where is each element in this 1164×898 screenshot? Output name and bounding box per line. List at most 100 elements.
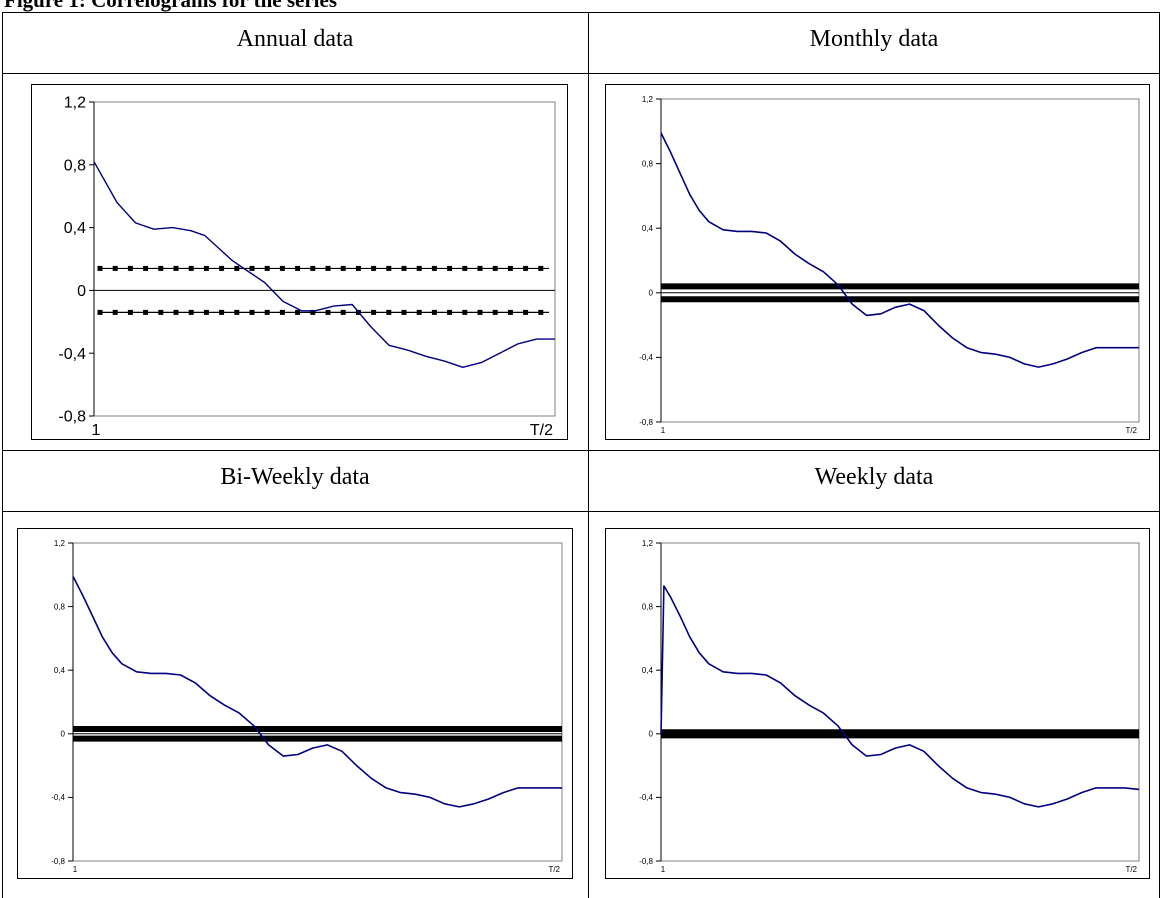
confidence-band-marker <box>523 265 529 271</box>
confidence-band-marker <box>295 265 301 271</box>
x-tick-label: 1 <box>92 422 101 439</box>
plot-frame <box>93 101 556 417</box>
confidence-band-marker <box>538 265 544 271</box>
y-tick-label: 0,4 <box>54 666 66 675</box>
table-column-divider <box>588 12 589 898</box>
y-tick-label: -0,4 <box>58 346 86 363</box>
confidence-band-marker <box>310 309 316 315</box>
x-tick-label: T/2 <box>530 422 553 439</box>
plot-frame <box>660 98 1140 423</box>
confidence-band-marker <box>279 265 285 271</box>
confidence-band-marker <box>219 265 225 271</box>
table-border-left <box>2 12 3 898</box>
confidence-band-marker <box>97 309 103 315</box>
confidence-band-marker <box>477 309 483 315</box>
confidence-band-marker <box>127 309 133 315</box>
y-tick-label: 0,4 <box>64 220 86 237</box>
x-tick-label: T/2 <box>548 865 560 874</box>
y-tick-label: 1,2 <box>54 539 66 548</box>
correlogram-biweekly-svg: 1,2 0,8 0,4 0 -0,4 -0,8 1 T/2 <box>51 539 563 874</box>
confidence-band-marker <box>249 265 255 271</box>
y-tick-label: 0,4 <box>642 224 654 233</box>
confidence-band-marker <box>431 309 437 315</box>
confidence-band-marker <box>127 265 133 271</box>
confidence-band-marker <box>386 309 392 315</box>
chart-annual: 1,2 0,8 0,4 0 -0,4 -0,8 1 T/2 <box>31 84 568 440</box>
confidence-band-marker <box>158 265 164 271</box>
correlogram-weekly-svg: 1,2 0,8 0,4 0 -0,4 -0,8 1 T/2 <box>639 539 1140 874</box>
confidence-band-marker <box>340 265 346 271</box>
confidence-band-marker <box>386 265 392 271</box>
y-tick-label: 1,2 <box>642 539 654 548</box>
y-tick-label: 1,2 <box>642 95 654 104</box>
panel-title-annual: Annual data <box>236 26 354 52</box>
confidence-band-marker <box>507 309 513 315</box>
confidence-band-marker <box>371 265 377 271</box>
table-row-divider <box>2 73 1160 74</box>
confidence-band-marker <box>477 265 483 271</box>
confidence-band-marker <box>462 265 468 271</box>
y-tick-label: -0,4 <box>51 793 65 802</box>
confidence-band-marker <box>355 265 361 271</box>
confidence-band-marker <box>492 265 498 271</box>
x-tick-label: 1 <box>661 426 666 435</box>
confidence-band-marker <box>416 309 422 315</box>
confidence-band-marker <box>143 309 149 315</box>
confidence-band-marker <box>188 265 194 271</box>
confidence-band-marker <box>143 265 149 271</box>
confidence-band-marker <box>447 265 453 271</box>
y-tick-label: -0,8 <box>51 857 65 866</box>
confidence-band-marker <box>325 265 331 271</box>
confidence-band-marker <box>112 309 118 315</box>
confidence-band-marker <box>158 309 164 315</box>
y-tick-label: -0,8 <box>639 418 653 427</box>
confidence-band-marker <box>264 309 270 315</box>
confidence-band-marker <box>492 309 498 315</box>
confidence-band-marker <box>523 309 529 315</box>
confidence-band-marker <box>401 309 407 315</box>
correlogram-annual-svg: 1,2 0,8 0,4 0 -0,4 -0,8 1 T/2 <box>58 95 556 439</box>
acf-series-line <box>72 576 562 808</box>
confidence-band-marker <box>295 309 301 315</box>
chart-monthly: 1,2 0,8 0,4 0 -0,4 -0,8 1 T/2 <box>605 84 1150 440</box>
confidence-band-marker <box>447 309 453 315</box>
panel-title-weekly: Weekly data <box>814 464 934 490</box>
confidence-band-marker <box>431 265 437 271</box>
x-tick-label: 1 <box>73 865 78 874</box>
chart-biweekly: 1,2 0,8 0,4 0 -0,4 -0,8 1 T/2 <box>17 528 573 879</box>
confidence-band-marker <box>340 309 346 315</box>
confidence-band-marker <box>538 309 544 315</box>
y-tick-label: -0,4 <box>639 353 653 362</box>
confidence-band-marker <box>203 265 209 271</box>
confidence-band-marker <box>264 265 270 271</box>
confidence-band-marker <box>188 309 194 315</box>
confidence-band-marker <box>249 309 255 315</box>
table-row-divider <box>2 511 1160 512</box>
plot-frame <box>72 542 563 862</box>
acf-series-line <box>93 161 555 368</box>
confidence-band-marker <box>97 265 103 271</box>
confidence-band-marker <box>310 265 316 271</box>
acf-series-line <box>660 585 1140 808</box>
confidence-band-marker <box>371 309 377 315</box>
confidence-band-marker <box>279 309 285 315</box>
confidence-band-marker <box>173 309 179 315</box>
y-tick-label: 0,8 <box>642 602 654 611</box>
table-row-divider <box>2 450 1160 451</box>
y-tick-label: 0,8 <box>642 159 654 168</box>
chart-weekly: 1,2 0,8 0,4 0 -0,4 -0,8 1 T/2 <box>605 528 1150 879</box>
confidence-band-marker <box>112 265 118 271</box>
figure-caption: Figure 1: Correlograms for the series <box>4 0 337 12</box>
x-tick-label: 1 <box>661 865 666 874</box>
confidence-band-marker <box>507 265 513 271</box>
confidence-band-marker <box>416 265 422 271</box>
confidence-band-marker <box>234 265 240 271</box>
y-tick-label: 1,2 <box>64 95 86 112</box>
x-tick-label: T/2 <box>1125 865 1137 874</box>
y-tick-label: 0 <box>77 283 86 300</box>
y-tick-label: 0,8 <box>54 602 66 611</box>
panel-title-monthly: Monthly data <box>809 26 939 52</box>
table-border-top <box>2 12 1160 13</box>
y-tick-label: -0,8 <box>58 409 86 426</box>
y-tick-label: 0 <box>61 730 66 739</box>
